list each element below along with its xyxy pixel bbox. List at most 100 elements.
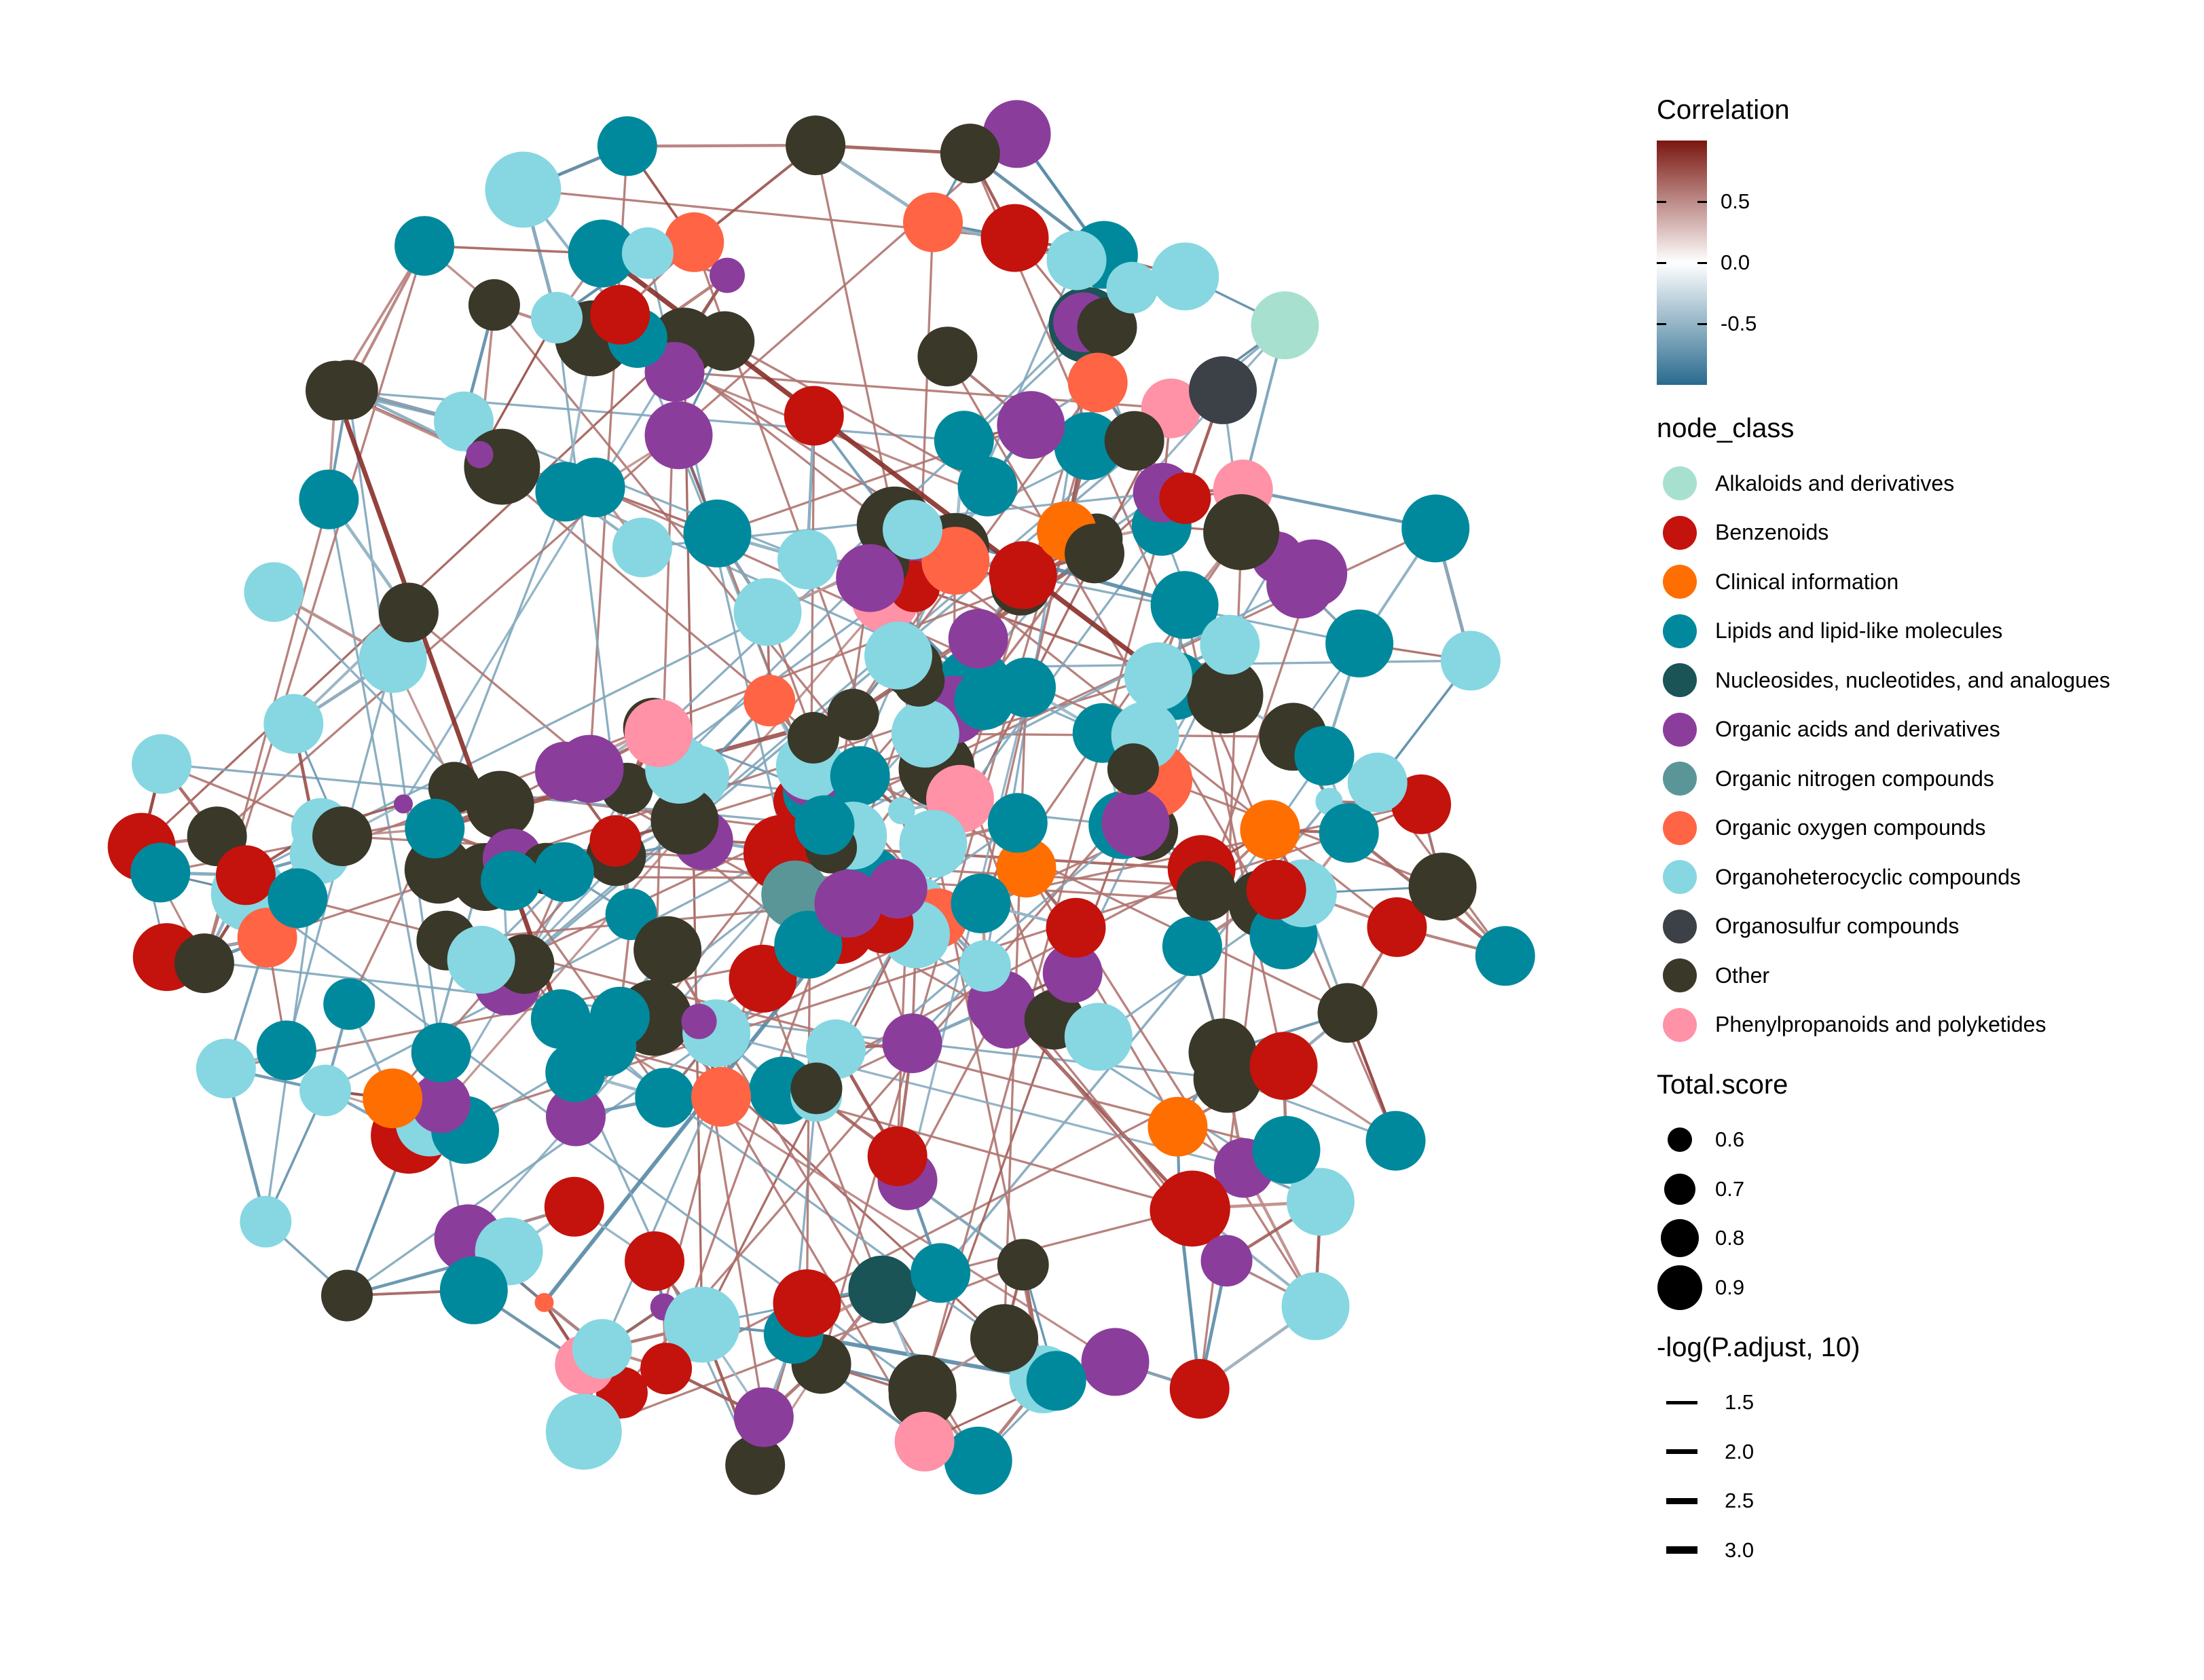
legend-class-ben: Benzenoids <box>1657 508 2193 558</box>
network-node <box>814 870 883 938</box>
network-node <box>321 1269 373 1322</box>
network-node <box>997 391 1065 460</box>
network-node <box>917 326 978 387</box>
network-node <box>888 1361 957 1430</box>
legend-size-dot <box>1668 1127 1692 1153</box>
legend-line-label: 2.0 <box>1725 1439 1755 1463</box>
network-node <box>664 212 724 272</box>
network-node <box>1107 743 1159 796</box>
network-edge <box>245 389 1224 876</box>
network-node <box>546 1086 606 1146</box>
network-edge <box>921 525 1163 1396</box>
network-node <box>787 711 839 764</box>
legend-line-label: 3.0 <box>1725 1537 1755 1562</box>
network-node <box>299 1064 352 1117</box>
node-class-list: Alkaloids and derivatives Benzenoids Clini… <box>1657 459 2193 1049</box>
network-node <box>882 1013 942 1073</box>
network-node <box>1249 1032 1318 1100</box>
legend-size-label: 0.8 <box>1715 1226 1745 1250</box>
legend-line-key <box>1666 1449 1697 1455</box>
legend-class-swatch <box>1663 810 1697 845</box>
legend-class-swatch <box>1663 909 1697 944</box>
legend-class-key <box>1657 515 1703 550</box>
network-node <box>1026 1351 1086 1411</box>
network-node <box>299 469 359 529</box>
legend-line-label: 2.5 <box>1725 1489 1755 1513</box>
network-node <box>1252 1116 1321 1184</box>
network-edge <box>653 1016 1245 1170</box>
total-score-legend-title: Total.score <box>1657 1070 1788 1100</box>
network-node <box>405 798 465 859</box>
network-node <box>625 1231 684 1291</box>
network-node <box>887 797 915 825</box>
network-node <box>725 1435 786 1495</box>
legend-class-key <box>1657 958 1703 993</box>
legend-line-key <box>1666 1546 1697 1554</box>
network-node <box>1317 983 1378 1043</box>
network-edge <box>1221 489 1245 1053</box>
network-node <box>1046 230 1107 291</box>
network-node <box>635 1068 695 1128</box>
network-node <box>951 873 1011 933</box>
network-node <box>263 694 324 754</box>
network-node <box>1240 800 1300 860</box>
network-node <box>530 989 591 1049</box>
legend-class-label: Other <box>1715 963 1770 988</box>
legend-class-swatch <box>1663 663 1697 698</box>
network-node <box>1150 1180 1210 1241</box>
network-node <box>466 441 494 468</box>
total-score-list: 0.6 0.7 0.8 0.9 <box>1657 1115 2193 1312</box>
legend-size-dot <box>1661 1219 1699 1258</box>
network-node <box>1106 261 1158 314</box>
network-node <box>989 541 1057 610</box>
network-node <box>589 986 650 1047</box>
network-node <box>848 1255 917 1324</box>
legend-class-key <box>1657 466 1703 501</box>
node-class-legend-title: node_class <box>1657 413 1795 443</box>
legend-size-item: 0.9 <box>1657 1263 2193 1313</box>
network-node <box>565 458 625 518</box>
network-node <box>786 115 846 176</box>
legend-size-dot <box>1657 1265 1702 1310</box>
network-node <box>911 1243 971 1303</box>
network-node <box>1203 494 1280 570</box>
node-class-legend: node_class Alkaloids and derivatives Benz… <box>1657 413 2193 1049</box>
legend-class-label: Clinical information <box>1715 569 1899 594</box>
network-node <box>773 1269 841 1337</box>
legend-class-swatch <box>1663 860 1697 895</box>
legend-class-ooc: Organic oxygen compounds <box>1657 804 2193 853</box>
network-node <box>944 1426 1012 1495</box>
network-node <box>970 1304 1038 1373</box>
network-node <box>1294 726 1355 786</box>
network-node <box>836 544 904 612</box>
legend-size-item: 0.8 <box>1657 1214 2193 1263</box>
network-node <box>894 1411 955 1472</box>
legend-class-label: Phenylpropanoids and polyketides <box>1715 1012 2046 1037</box>
network-node <box>535 741 595 802</box>
network-node <box>1246 859 1306 920</box>
network-node <box>1067 352 1128 413</box>
network-node <box>1286 1168 1355 1236</box>
network-node <box>363 1068 423 1129</box>
legend-line-item: 1.5 <box>1657 1378 2193 1427</box>
network-node <box>1169 1359 1230 1419</box>
network-node <box>1064 1003 1133 1071</box>
legend-class-alk: Alkaloids and derivatives <box>1657 459 2193 508</box>
network-node <box>434 391 494 451</box>
legend-size-label: 0.9 <box>1715 1275 1745 1299</box>
network-node <box>589 815 642 867</box>
network-node <box>1408 853 1477 921</box>
network-node <box>1042 943 1103 1003</box>
network-node <box>1147 1096 1208 1157</box>
network-node <box>940 124 1000 184</box>
correlation-network <box>107 100 1535 1495</box>
legend-class-lip: Lipids and lipid-like molecules <box>1657 607 2193 656</box>
network-edge <box>761 978 883 1290</box>
network-node <box>447 925 515 994</box>
p-adjust-list: 1.5 2.0 2.5 3.0 <box>1657 1378 2193 1575</box>
p-adjust-legend: -log(P.adjust, 10) 1.5 2.0 2.5 3.0 <box>1657 1332 2193 1575</box>
network-node <box>867 1126 927 1187</box>
network-node <box>681 1003 717 1039</box>
legend-class-ohc: Organoheterocyclic compounds <box>1657 853 2193 902</box>
network-node <box>790 1062 843 1115</box>
